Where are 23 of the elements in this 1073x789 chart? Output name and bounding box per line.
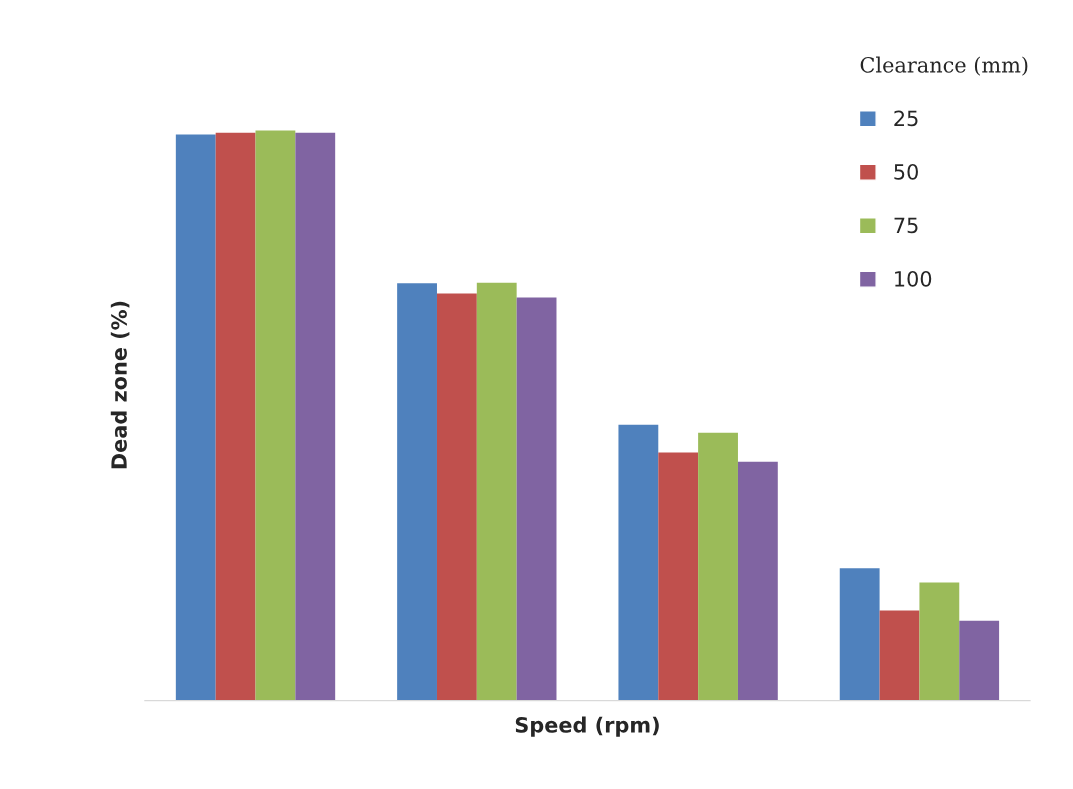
y-axis-title: Dead zone (%): [110, 301, 130, 469]
bar: [436, 293, 477, 701]
x-axis-title: Speed (rpm): [515, 716, 659, 737]
bar: [175, 134, 216, 701]
bar: [737, 461, 778, 701]
legend-label: 25: [894, 110, 918, 127]
bar: [255, 130, 296, 701]
bar: [618, 424, 659, 701]
bar: [698, 432, 738, 701]
bar: [215, 132, 256, 701]
bar: [879, 610, 920, 701]
legend-label: 100: [895, 270, 932, 287]
bar: [295, 132, 336, 701]
bar: [919, 582, 960, 701]
bar: [839, 568, 880, 701]
bar: [516, 297, 557, 701]
bar: [397, 283, 437, 701]
legend-title: Clearance (mm): [860, 56, 1028, 76]
bar: [476, 282, 517, 701]
bar: [658, 452, 699, 701]
bar: [959, 620, 1000, 701]
legend-label: 75: [894, 217, 918, 234]
legend-label: 50: [894, 163, 918, 180]
